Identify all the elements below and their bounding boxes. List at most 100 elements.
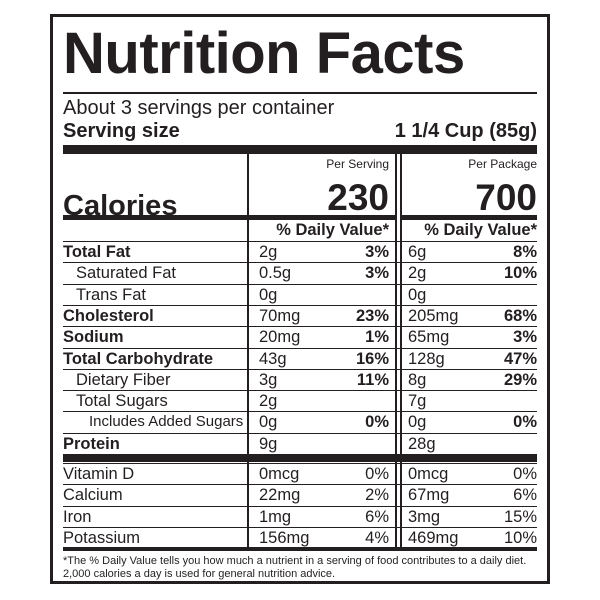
footnote: *The % Daily Value tells you how much a … xyxy=(63,555,527,580)
serving-daily-value: 0% xyxy=(365,465,389,483)
serving-amount: 156mg xyxy=(259,528,310,547)
serving-amount: 3g xyxy=(259,370,278,389)
package-daily-value: 8% xyxy=(513,243,537,261)
row-divider xyxy=(63,283,537,285)
package-amount: 3mg xyxy=(408,507,441,526)
package-daily-value: 68% xyxy=(503,306,537,325)
package-daily-value: 6% xyxy=(513,486,537,505)
serving-daily-value: 16% xyxy=(355,349,389,368)
row-divider xyxy=(63,326,537,328)
package-amount: 205mg xyxy=(408,306,459,325)
package-amount: 7g xyxy=(408,392,427,411)
row-divider xyxy=(63,390,537,392)
serving-amount: 70mg xyxy=(259,306,301,325)
package-amount: 8g xyxy=(408,370,427,389)
serving-daily-value: 11% xyxy=(356,370,389,389)
serving-amount: 2g xyxy=(259,243,278,261)
serving-amount: 0g xyxy=(259,413,278,432)
package-daily-value: 10% xyxy=(503,528,537,547)
serving-daily-value: 0% xyxy=(365,413,389,432)
nutrient-name: Vitamin D xyxy=(63,465,135,483)
serving-daily-value: 6% xyxy=(365,507,389,526)
package-amount: 469mg xyxy=(408,528,459,547)
nutrient-name: Sodium xyxy=(63,328,124,347)
package-daily-value: 10% xyxy=(503,264,537,283)
nutrient-name: Cholesterol xyxy=(63,306,154,325)
package-amount: 128g xyxy=(408,349,445,368)
per-serving-header: Per Serving xyxy=(326,157,389,171)
package-amount: 6g xyxy=(408,243,427,261)
nutrient-name: Iron xyxy=(63,507,92,526)
package-column-divider xyxy=(395,154,397,550)
servings-per-container: About 3 servings per container xyxy=(63,97,335,119)
nutrient-name: Dietary Fiber xyxy=(76,370,171,389)
vitamin-thick-bar xyxy=(63,454,537,462)
dv-header-serving: % Daily Value* xyxy=(276,221,389,239)
package-amount: 65mg xyxy=(408,328,450,347)
nutrition-facts-label: Nutrition Facts About 3 servings per con… xyxy=(50,14,550,584)
row-divider xyxy=(63,505,537,507)
title-rule xyxy=(63,92,537,94)
row-divider xyxy=(63,347,537,349)
per-package-header: Per Package xyxy=(468,157,537,171)
nutrient-name: Total Carbohydrate xyxy=(63,349,214,368)
serving-amount: 2g xyxy=(259,392,278,411)
package-amount: 67mg xyxy=(408,486,450,505)
serving-amount: 20mg xyxy=(259,328,301,347)
serving-thick-bar xyxy=(63,145,537,154)
package-amount: 0g xyxy=(408,285,427,304)
calories-per-package: 700 xyxy=(475,177,537,218)
serving-amount: 0g xyxy=(259,285,278,304)
nutrient-name: Trans Fat xyxy=(76,285,146,304)
calories-bar-serving xyxy=(249,215,395,220)
serving-amount: 22mg xyxy=(259,486,301,505)
row-divider xyxy=(63,432,537,434)
row-divider xyxy=(63,262,537,264)
serving-daily-value: 1% xyxy=(365,328,389,347)
nutrient-name: Potassium xyxy=(63,528,141,547)
serving-size-value: 1 1/4 Cup (85g) xyxy=(394,120,537,142)
package-column-divider-inner xyxy=(400,154,402,550)
serving-column-divider xyxy=(247,154,249,550)
package-daily-value: 3% xyxy=(513,328,537,347)
row-divider xyxy=(63,241,537,242)
serving-amount: 9g xyxy=(259,434,278,453)
nutrient-name: Total Sugars xyxy=(76,392,168,411)
nutrient-name: Calcium xyxy=(63,486,123,505)
nutrient-name: Saturated Fat xyxy=(76,264,176,283)
row-divider xyxy=(63,526,537,528)
serving-amount: 0.5g xyxy=(259,264,292,283)
serving-daily-value: 3% xyxy=(365,243,389,261)
row-divider xyxy=(63,463,537,464)
calories-per-serving: 230 xyxy=(327,177,389,218)
package-daily-value: 0% xyxy=(513,465,537,483)
footnote-bar xyxy=(63,547,537,551)
serving-amount: 0mcg xyxy=(259,465,300,483)
nutrient-name: Total Fat xyxy=(63,243,131,261)
dv-header-package: % Daily Value* xyxy=(424,221,537,239)
row-divider xyxy=(63,304,537,306)
serving-amount: 1mg xyxy=(259,507,292,526)
package-amount: 28g xyxy=(408,434,436,453)
serving-daily-value: 4% xyxy=(365,528,389,547)
calories-bar-package xyxy=(402,215,537,220)
package-daily-value: 0% xyxy=(513,413,537,432)
package-amount: 0mcg xyxy=(408,465,449,483)
serving-amount: 43g xyxy=(259,349,287,368)
serving-daily-value: 3% xyxy=(365,264,389,283)
package-daily-value: 29% xyxy=(503,370,537,389)
row-divider xyxy=(63,368,537,370)
label-title: Nutrition Facts xyxy=(63,21,465,86)
serving-daily-value: 2% xyxy=(365,486,389,505)
package-amount: 2g xyxy=(408,264,427,283)
serving-daily-value: 23% xyxy=(355,306,389,325)
nutrient-name: Includes Added Sugars xyxy=(89,413,244,431)
serving-size-label: Serving size xyxy=(63,120,180,142)
row-divider xyxy=(63,484,537,486)
package-amount: 0g xyxy=(408,413,427,432)
row-divider xyxy=(63,411,537,413)
nutrient-name: Protein xyxy=(63,434,120,453)
package-daily-value: 47% xyxy=(503,349,537,368)
calories-bar-left xyxy=(63,215,247,220)
package-daily-value: 15% xyxy=(503,507,537,526)
